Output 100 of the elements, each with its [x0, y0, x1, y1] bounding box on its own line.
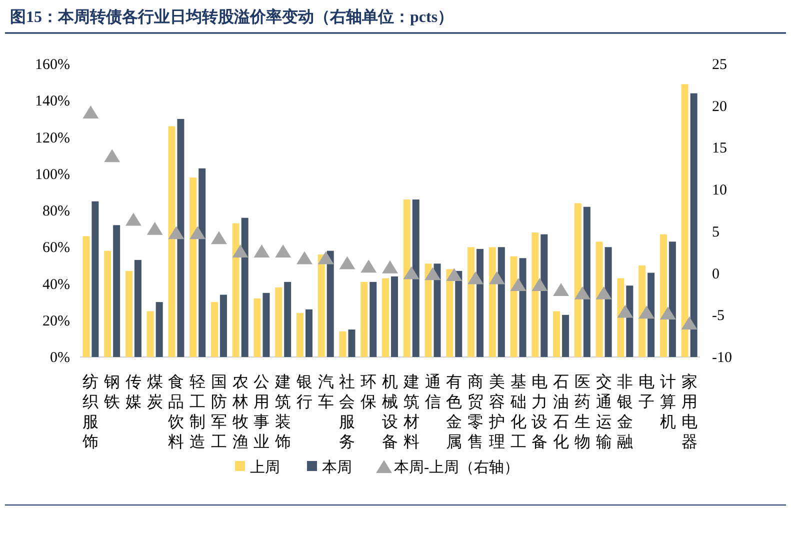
bar: [82, 236, 90, 357]
bar: [254, 298, 261, 357]
point: [275, 244, 292, 258]
point: [232, 244, 248, 258]
x-tick-label: 钢铁: [103, 374, 120, 411]
bar: [339, 331, 346, 357]
bar: [190, 178, 197, 357]
point: [574, 286, 590, 300]
bar: [275, 287, 282, 357]
bar: [562, 314, 570, 357]
point: [660, 306, 676, 320]
y-tick-label: 120%: [35, 130, 70, 146]
y2-tick-label: 5: [712, 224, 720, 240]
x-tick-label: 有色金属: [446, 374, 462, 451]
y2-tick-label: 0: [712, 266, 720, 282]
bar: [510, 256, 518, 357]
point: [532, 278, 548, 292]
x-tick-label: 建筑装饰: [274, 373, 292, 451]
point: [553, 283, 570, 296]
point: [468, 271, 484, 284]
x-tick-label: 机械设备: [382, 373, 398, 451]
x-tick-label: 石油石化: [553, 374, 570, 451]
bar: [660, 234, 667, 357]
bar: [488, 247, 496, 357]
bar: [134, 260, 142, 357]
y-tick-label: 40%: [42, 276, 70, 293]
bar: [583, 206, 590, 357]
bar: [468, 247, 475, 357]
x-tick-label: 非银金融: [616, 373, 634, 451]
y2-tick-label: 15: [712, 140, 727, 157]
bar: [604, 247, 612, 357]
point: [617, 304, 634, 318]
bar: [113, 225, 120, 357]
bar: [412, 200, 420, 357]
point: [360, 260, 377, 273]
point: [254, 244, 270, 258]
y-tick-label: 80%: [42, 204, 70, 220]
point: [318, 251, 334, 264]
bar: [370, 282, 377, 357]
bar: [210, 302, 218, 357]
bar: [104, 250, 112, 357]
x-tick-label: 食品饮料: [167, 373, 184, 451]
point: [146, 222, 163, 235]
point: [596, 286, 612, 300]
x-tick-label: 煤炭: [146, 374, 163, 411]
point: [82, 106, 99, 119]
bar: [305, 309, 312, 357]
point: [296, 251, 312, 264]
x-tick-label: 基础化工: [509, 373, 526, 451]
point: [638, 306, 655, 319]
point: [339, 256, 356, 270]
bar: [690, 93, 698, 357]
bar: [168, 126, 176, 357]
bar: [446, 269, 454, 357]
bar: [284, 282, 292, 357]
bar: [648, 272, 655, 357]
bar: [262, 292, 270, 357]
bar: [125, 270, 132, 357]
point: [510, 278, 526, 292]
point: [210, 231, 227, 244]
bar: [318, 254, 325, 357]
point: [446, 268, 462, 281]
point: [424, 267, 441, 280]
bar: [574, 203, 582, 357]
chart-title: 图15：本周转债各行业日均转股溢价率变动（右轴单位：pcts）: [10, 7, 454, 26]
bar: [681, 84, 688, 357]
bar: [348, 330, 356, 357]
y-tick-label: 140%: [35, 94, 70, 110]
x-tick-label: 交通运输: [596, 373, 612, 451]
x-tick-label: 计算机: [660, 373, 676, 431]
bar: [626, 286, 634, 357]
y-tick-label: 20%: [42, 313, 70, 330]
y-tick-label: 160%: [35, 57, 70, 73]
x-tick-label: 纺织服饰: [82, 373, 99, 451]
x-tick-label: 轻工制造: [190, 374, 206, 451]
x-tick-label: 家用电器: [681, 373, 698, 451]
bar: [296, 313, 304, 357]
bar: [382, 278, 389, 357]
y-tick-label: 0%: [50, 350, 70, 366]
bar: [198, 168, 206, 357]
bar: [360, 282, 368, 357]
bar: [391, 276, 398, 357]
point: [168, 226, 184, 240]
x-tick-label: 环保: [360, 374, 377, 411]
x-tick-label: 银行: [295, 374, 312, 411]
bar: [177, 118, 184, 357]
bar: [476, 248, 484, 357]
x-tick-label: 汽车: [318, 374, 334, 411]
x-tick-label: 美容护理: [488, 373, 505, 451]
bar: [498, 247, 505, 357]
bar: [326, 250, 334, 357]
bar: [540, 234, 548, 357]
point: [488, 271, 505, 284]
bar: [617, 278, 624, 357]
legend-label: 本周: [322, 459, 352, 476]
bar: [668, 242, 676, 357]
bar: [156, 302, 163, 357]
bar: [638, 265, 646, 357]
x-tick-label: 社会服务: [339, 373, 356, 451]
point: [382, 260, 398, 274]
